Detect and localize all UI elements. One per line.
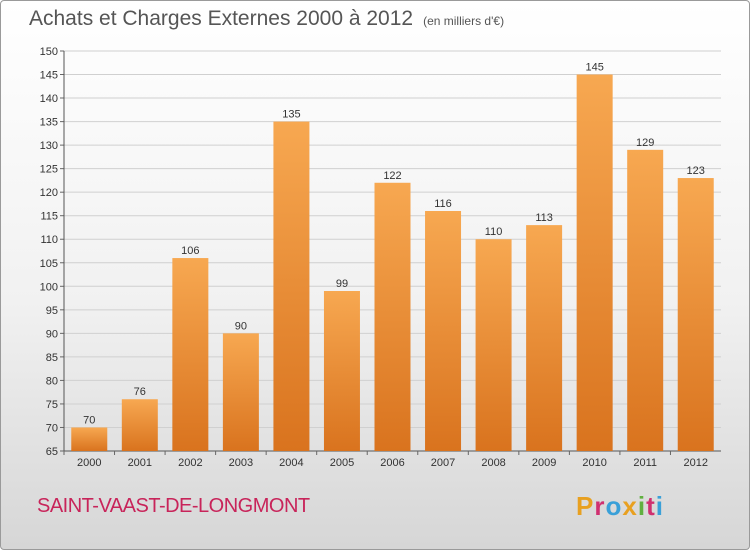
bar xyxy=(677,178,714,451)
bar xyxy=(273,121,310,452)
bar xyxy=(475,239,512,451)
bar xyxy=(627,149,664,451)
proxiti-logo[interactable]: Proxiti xyxy=(576,491,664,522)
data-label: 76 xyxy=(134,386,146,398)
logo-letter: x xyxy=(622,491,638,521)
data-label: 90 xyxy=(235,320,247,332)
data-label: 129 xyxy=(636,137,654,149)
bar xyxy=(526,225,563,451)
y-tick-label: 110 xyxy=(40,234,58,246)
bar xyxy=(323,291,360,451)
x-tick-label: 2008 xyxy=(481,457,505,469)
data-label: 122 xyxy=(383,170,401,182)
x-tick-label: 2010 xyxy=(582,457,606,469)
x-tick-label: 2007 xyxy=(431,457,455,469)
commune-name: SAINT-VAAST-DE-LONGMONT xyxy=(37,495,310,517)
x-tick-label: 2011 xyxy=(633,457,657,469)
y-tick-label: 65 xyxy=(46,446,58,458)
data-labels: 70 76 106 90 135 99 122 116 110 113 145 129 123 xyxy=(83,62,705,427)
chart-title: Achats et Charges Externes 2000 à 2012 (e… xyxy=(29,7,504,31)
x-tick-label: 2005 xyxy=(330,457,354,469)
bar xyxy=(172,258,209,451)
data-label: 113 xyxy=(535,212,553,224)
y-tick-label: 130 xyxy=(40,140,58,152)
logo-letter: r xyxy=(594,491,606,521)
x-tick-label: 2001 xyxy=(128,457,152,469)
y-tick-label: 150 xyxy=(40,46,58,58)
y-tick-label: 120 xyxy=(40,187,58,199)
bar xyxy=(222,333,259,451)
bar xyxy=(374,182,411,451)
x-tick-label: 2004 xyxy=(279,457,303,469)
y-tick-label: 95 xyxy=(46,305,58,317)
logo-letter: o xyxy=(605,491,623,521)
y-tick-label: 125 xyxy=(40,164,58,176)
chart-title-text: Achats et Charges Externes 2000 à 2012 xyxy=(29,7,414,30)
bar xyxy=(121,399,158,451)
y-tick-label: 105 xyxy=(40,258,58,270)
chart-unit: (en milliers d'€) xyxy=(423,14,505,28)
data-label: 106 xyxy=(181,245,199,257)
data-label: 123 xyxy=(687,165,705,177)
logo-letter: t xyxy=(646,491,656,521)
x-tick-label: 2009 xyxy=(532,457,556,469)
y-tick-label: 140 xyxy=(40,93,58,105)
y-tick-label: 135 xyxy=(40,117,58,129)
logo-letter: i xyxy=(655,491,664,521)
bars xyxy=(71,74,714,452)
y-tick-label: 90 xyxy=(46,328,58,340)
x-tick-label: 2003 xyxy=(229,457,253,469)
data-label: 110 xyxy=(485,226,503,238)
y-tick-label: 75 xyxy=(46,399,58,411)
data-label: 135 xyxy=(282,109,300,121)
x-tick-label: 2000 xyxy=(77,457,101,469)
y-tick-labels: 65 70 75 80 85 90 95 100 105 110 115 120 125 130 135 14… xyxy=(40,46,58,458)
data-label: 145 xyxy=(585,62,603,74)
y-tick-label: 80 xyxy=(46,375,58,387)
y-tick-label: 70 xyxy=(46,422,58,434)
bar xyxy=(425,211,462,451)
y-tick-label: 145 xyxy=(40,70,58,82)
y-tick-label: 85 xyxy=(46,352,58,364)
data-label: 99 xyxy=(336,278,348,290)
x-tick-labels: 2000 2001 2002 2003 2004 2005 2006 2007 2008 2009… xyxy=(77,457,708,469)
data-label: 116 xyxy=(434,198,452,210)
y-tick-label: 115 xyxy=(40,211,58,223)
bar xyxy=(576,74,613,451)
logo-letter: i xyxy=(637,491,647,521)
logo-letter: P xyxy=(576,491,595,521)
x-tick-label: 2006 xyxy=(380,457,404,469)
y-tick-label: 100 xyxy=(40,281,58,293)
bar xyxy=(71,427,108,451)
x-tick-label: 2002 xyxy=(178,457,202,469)
data-label: 70 xyxy=(83,414,95,426)
x-tick-label: 2012 xyxy=(683,457,707,469)
